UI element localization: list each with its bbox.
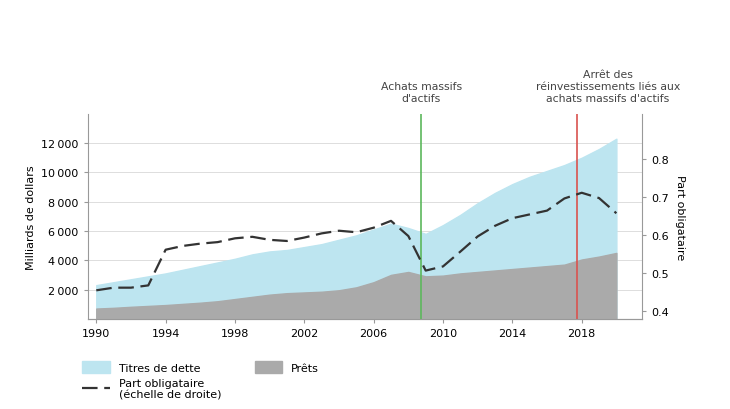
Y-axis label: Part obligataire: Part obligataire — [675, 174, 685, 259]
Y-axis label: Milliards de dollars: Milliards de dollars — [26, 164, 36, 269]
Text: Arrêt des
réinvestissements liés aux
achats massifs d'actifs: Arrêt des réinvestissements liés aux ach… — [536, 70, 680, 103]
Legend: Titres de dette, Part obligataire
(échelle de droite), Prêts: Titres de dette, Part obligataire (échel… — [82, 362, 319, 400]
Text: Achats massifs
d'actifs: Achats massifs d'actifs — [381, 82, 462, 103]
